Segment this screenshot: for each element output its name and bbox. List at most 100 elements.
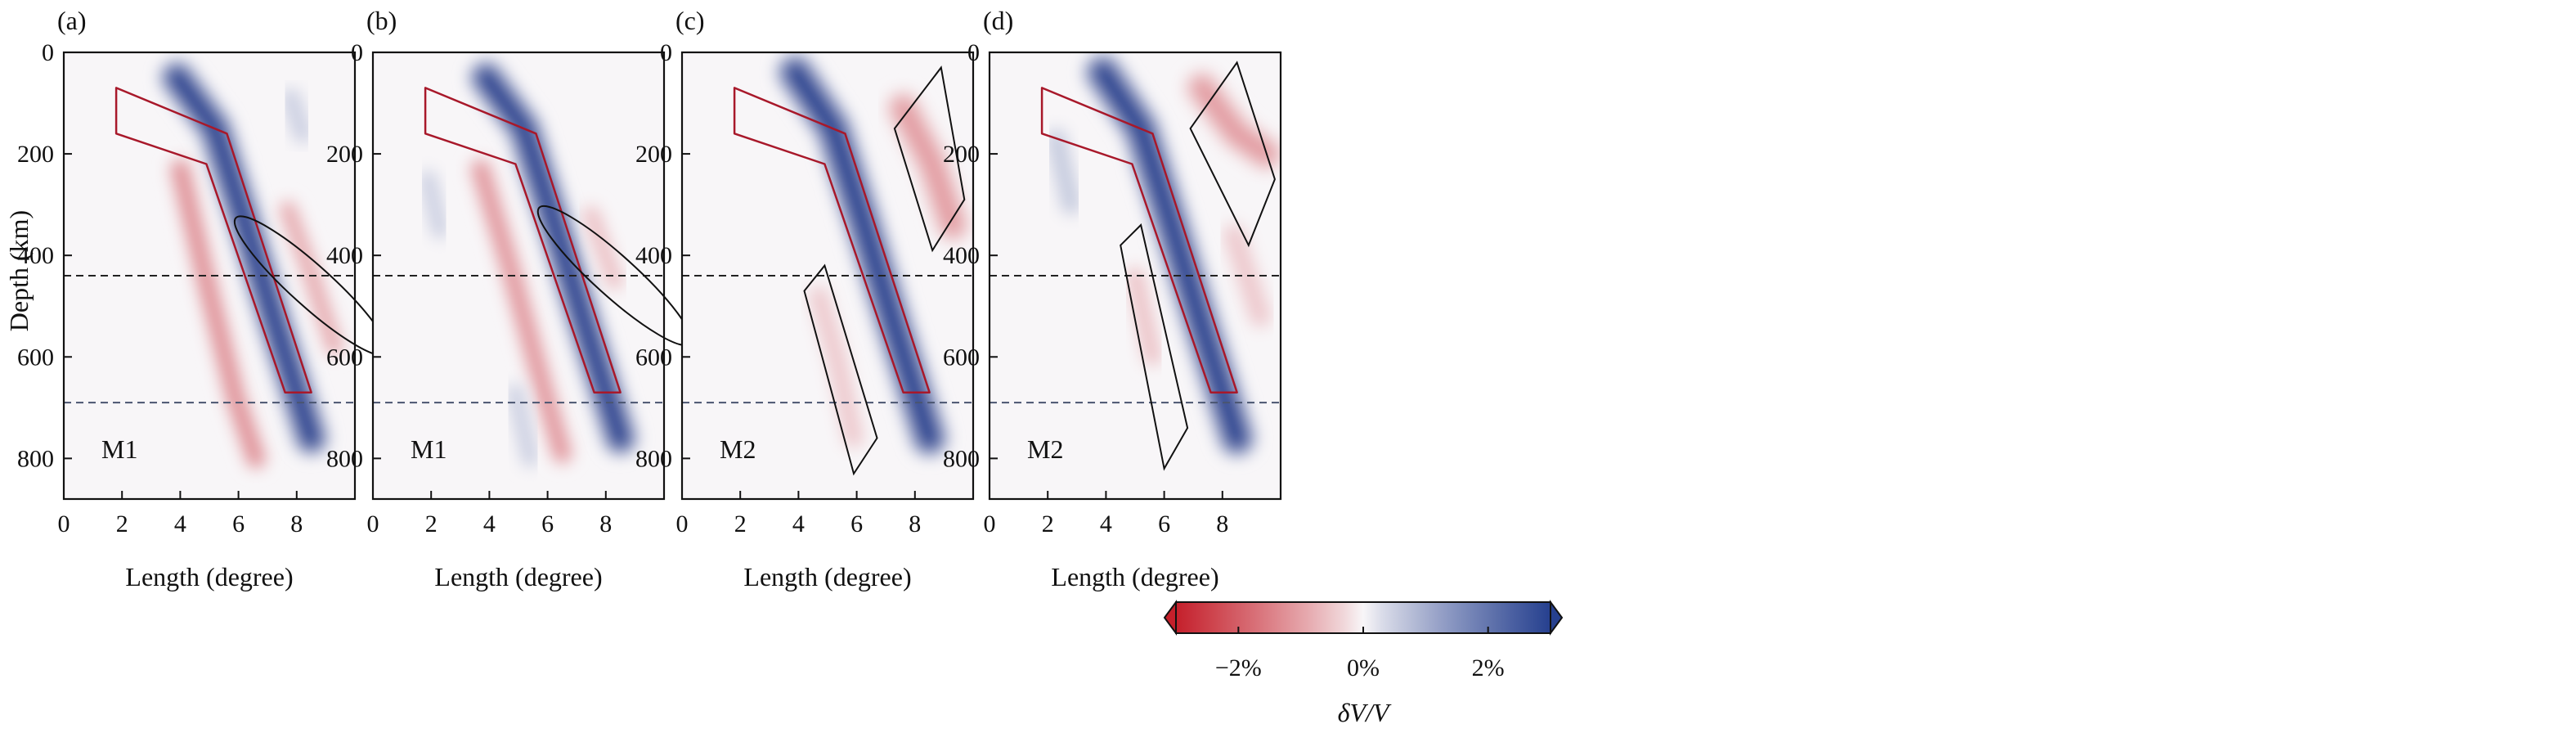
y-tick-label: 600 (943, 344, 980, 371)
x-tick-label: 2 (116, 510, 128, 537)
y-tick-label: 400 (326, 242, 363, 269)
anomaly-contour (1052, 134, 1076, 209)
x-tick-label: 4 (1100, 510, 1112, 537)
anomaly-contour (283, 205, 339, 352)
y-axis-label: Depth (km) (4, 210, 34, 331)
x-tick-label: 0 (984, 510, 996, 537)
slab-outline (424, 87, 622, 393)
anomaly-contour (424, 174, 445, 235)
x-tick-label: 6 (1158, 510, 1170, 537)
anomaly-contour (1196, 82, 1272, 160)
model-label: M1 (411, 434, 447, 464)
anomaly-slow (468, 156, 575, 466)
anomaly-contour (175, 164, 261, 463)
x-tick-label: 4 (174, 510, 186, 537)
anomaly-contour (586, 210, 619, 286)
panel-letter: (b) (366, 6, 397, 35)
anomaly-contour (814, 291, 859, 443)
model-label: M1 (101, 434, 137, 464)
anomaly-fast (468, 59, 640, 457)
y-tick-label: 0 (42, 39, 54, 66)
anomaly-fast (416, 168, 451, 241)
x-tick-label: 0 (58, 510, 70, 537)
x-tick-label: 2 (425, 510, 438, 537)
anomaly-slow (276, 198, 346, 358)
y-tick-label: 800 (17, 445, 54, 472)
y-tick-label: 800 (326, 445, 363, 472)
anomaly-fast (504, 381, 541, 470)
x-tick-label: 0 (367, 510, 379, 537)
plot-frame (62, 51, 357, 501)
x-tick-label: 8 (599, 510, 612, 537)
plot-frame (680, 51, 975, 501)
panel-2: 0 2 4 6 8 0 200 400 600 800 (b) M1 Length (degree) (326, 6, 693, 591)
y-tick-label: 200 (943, 141, 980, 168)
colorbar-tick-label: −2% (1215, 654, 1262, 681)
plot-frame (988, 51, 1282, 501)
velocity-field (1043, 52, 1281, 458)
y-tick-label: 600 (326, 344, 363, 371)
x-axis-label: Length (degree) (434, 562, 602, 591)
panel-1: 0 2 4 6 8 0 200 400 600 800 (a) M1 Length (degree) (17, 6, 389, 591)
anomaly-contour (476, 164, 567, 458)
x-tick-label: 8 (1216, 510, 1228, 537)
panel-letter: (d) (983, 6, 1013, 35)
anomaly-fast (775, 52, 949, 458)
anomaly-slow (1183, 69, 1281, 173)
anomaly-slow (580, 203, 626, 292)
panel-3: 0 2 4 6 8 0 200 400 600 800 (c) M2 Length (degree) (635, 6, 975, 591)
annotation-box-1 (893, 65, 966, 253)
panel-4: 0 2 4 6 8 0 200 400 600 800 (d) M2 Length (degree) (943, 6, 1282, 591)
colorbar-label: δV/V (1338, 698, 1392, 727)
anomaly-slow (1124, 264, 1165, 368)
y-tick-label: 400 (17, 242, 54, 269)
x-tick-label: 4 (483, 510, 496, 537)
x-tick-label: 6 (850, 510, 863, 537)
colorbar: −2% 0% 2% δV/V (1163, 599, 1564, 727)
anomaly-slow (167, 156, 269, 471)
y-tick-label: 400 (635, 242, 672, 269)
x-tick-label: 8 (909, 510, 921, 537)
anomaly-contour (480, 72, 626, 444)
x-tick-label: 6 (541, 510, 554, 537)
y-tick-label: 600 (635, 344, 672, 371)
anomaly-contour (286, 93, 307, 138)
colorbar-extend-max (1550, 599, 1564, 636)
panel-letter: (c) (675, 6, 705, 35)
anomaly-fast (278, 85, 316, 146)
x-axis-label: Length (degree) (1051, 562, 1218, 591)
y-tick-label: 0 (660, 39, 672, 66)
anomaly-contour (1130, 271, 1157, 362)
anomaly-slow (806, 283, 867, 451)
anomaly-contour (1097, 66, 1243, 444)
colorbar-tick-label: 0% (1347, 654, 1380, 681)
x-axis-label: Length (degree) (743, 562, 911, 591)
anomaly-slow (885, 89, 972, 244)
velocity-field (775, 52, 972, 458)
panel-letter: (a) (57, 6, 87, 35)
anomaly-contour (789, 66, 936, 444)
x-axis-label: Length (degree) (125, 562, 293, 591)
annotation-box-2 (803, 263, 878, 476)
anomaly-contour (897, 102, 958, 231)
y-tick-label: 200 (17, 141, 54, 168)
slab-outline (1040, 87, 1238, 393)
anomaly-fast (1083, 52, 1257, 458)
velocity-field (159, 59, 346, 471)
y-tick-label: 200 (635, 141, 672, 168)
anomaly-fast (1043, 126, 1084, 218)
anomaly-contour (171, 72, 317, 444)
model-label: M2 (1027, 434, 1063, 464)
y-tick-label: 200 (326, 141, 363, 168)
x-tick-label: 4 (792, 510, 805, 537)
colorbar-tick-label: 2% (1472, 654, 1505, 681)
y-tick-label: 0 (351, 39, 363, 66)
slab-outline (733, 87, 931, 393)
x-tick-label: 2 (1042, 510, 1054, 537)
y-tick-label: 800 (635, 445, 672, 472)
x-tick-label: 0 (676, 510, 689, 537)
slab-outline (114, 87, 312, 393)
annotation-box-1 (1189, 61, 1276, 248)
